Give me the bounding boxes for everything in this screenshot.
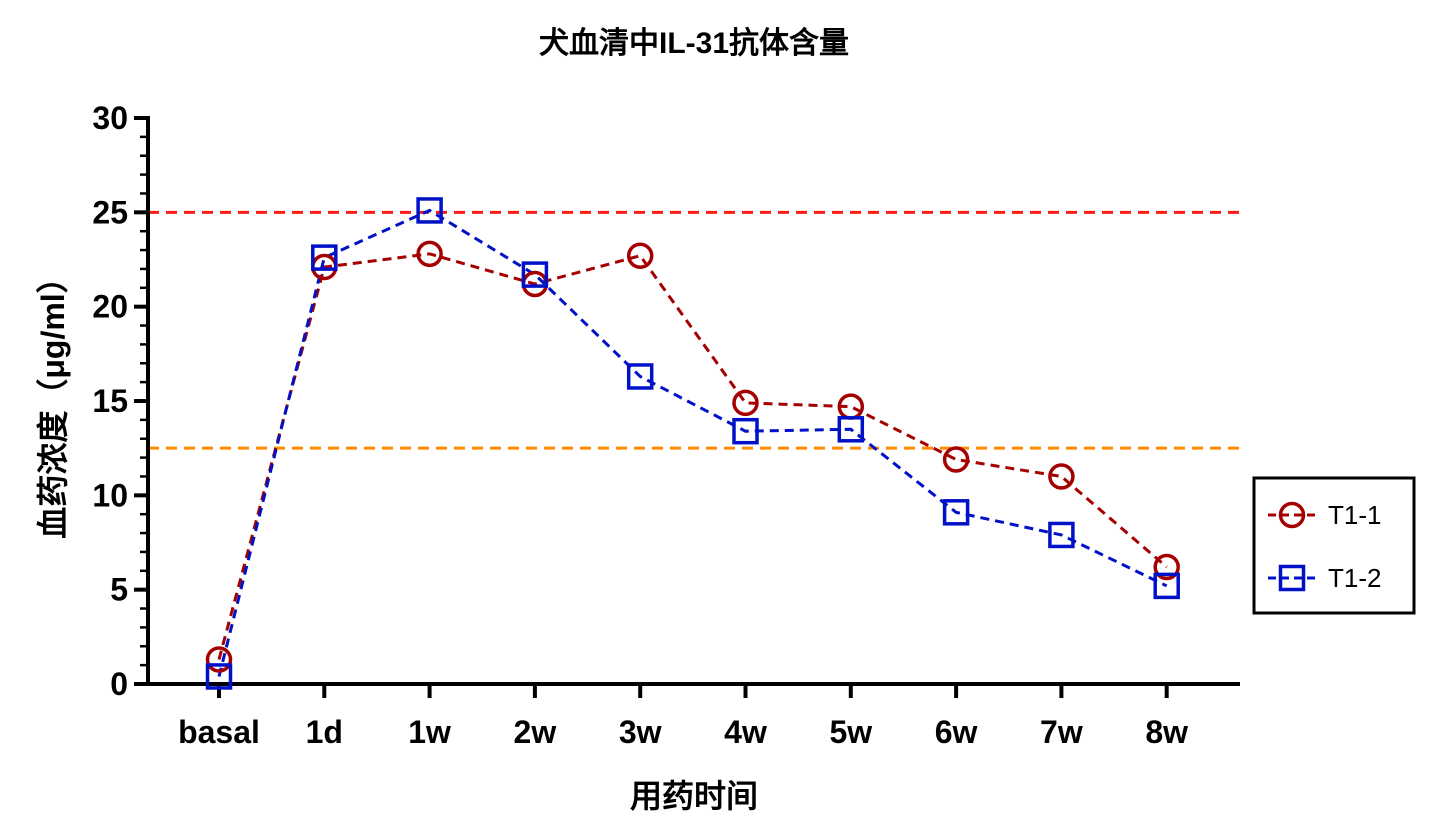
data-point-t1-1	[732, 389, 759, 417]
y-tick-label: 5	[110, 572, 128, 608]
y-tick-label: 0	[110, 666, 128, 702]
legend: T1-1 T1-2	[1252, 476, 1416, 615]
y-axis-title: 血药浓度（μg/ml）	[35, 261, 71, 538]
data-point-t1-2	[416, 197, 443, 224]
x-tick-label: 8w	[1145, 714, 1188, 750]
data-point-t1-2	[732, 417, 759, 445]
x-tick-label: 5w	[829, 714, 872, 750]
y-tick-label: 30	[92, 100, 128, 136]
data-point-t1-2	[1048, 521, 1075, 549]
x-tick-label: 7w	[1040, 714, 1083, 750]
data-point-t1-2	[942, 499, 970, 526]
chart-title: 犬血清中IL-31抗体含量	[539, 26, 849, 60]
data-point-t1-1	[416, 240, 443, 268]
data-point-t1-1	[1153, 553, 1180, 581]
data-point-t1-1	[205, 646, 233, 673]
y-tick-label: 15	[92, 383, 128, 419]
legend-label-t1-2: T1-2	[1328, 563, 1381, 593]
x-tick-label: 1d	[306, 714, 343, 750]
series-line-t1-2	[217, 208, 1168, 677]
legend-marker-t1-2	[1278, 564, 1306, 592]
x-tick-label: 1w	[408, 714, 451, 750]
data-point-t1-2	[521, 261, 549, 288]
x-tick-label: basal	[178, 714, 260, 750]
x-tick-label: 6w	[935, 714, 978, 750]
y-tick-label: 10	[92, 477, 128, 513]
legend-marker-t1-1	[1278, 501, 1306, 529]
data-point-t1-1	[626, 242, 654, 269]
x-tick-label: 4w	[724, 714, 767, 750]
data-point-t1-2	[205, 663, 233, 690]
data-point-t1-1	[942, 446, 970, 473]
data-point-t1-1	[1048, 463, 1075, 490]
legend-label-t1-1: T1-1	[1328, 500, 1381, 530]
x-tick-label: 3w	[619, 714, 662, 750]
data-point-t1-2	[311, 244, 338, 271]
data-point-t1-2	[1153, 572, 1180, 600]
series-line-t1-1	[217, 252, 1168, 660]
data-point-t1-2	[626, 363, 654, 390]
data-point-t1-2	[837, 416, 865, 443]
x-axis-title: 用药时间	[630, 778, 758, 814]
y-tick-label: 25	[92, 194, 128, 230]
y-tick-label: 20	[92, 289, 128, 325]
x-tick-label: 2w	[514, 714, 557, 750]
